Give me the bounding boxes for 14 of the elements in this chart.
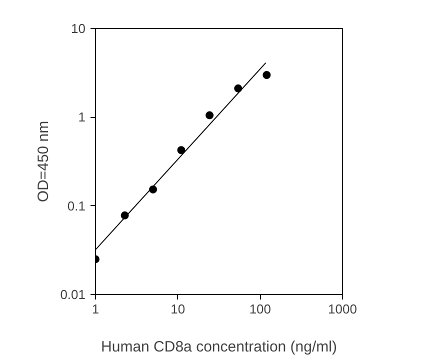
- x-tick-label: 10: [170, 302, 186, 316]
- y-axis-title: OD=450 nm: [35, 120, 52, 202]
- x-tick-label: 100: [249, 302, 272, 316]
- point: [262, 70, 271, 79]
- y-tick-label: 10: [71, 21, 86, 36]
- point: [177, 146, 186, 154]
- y-tick-label: 0.01: [60, 287, 86, 302]
- y-tick-label: 1: [78, 110, 86, 125]
- point: [206, 111, 214, 120]
- x-tick-label: 1000: [328, 302, 357, 316]
- x-tick-label: 1: [92, 302, 100, 316]
- y-tick-label: 0.1: [67, 198, 86, 214]
- point: [234, 84, 242, 92]
- x-axis-title: Human CD8a concentration (ng/ml): [101, 338, 337, 356]
